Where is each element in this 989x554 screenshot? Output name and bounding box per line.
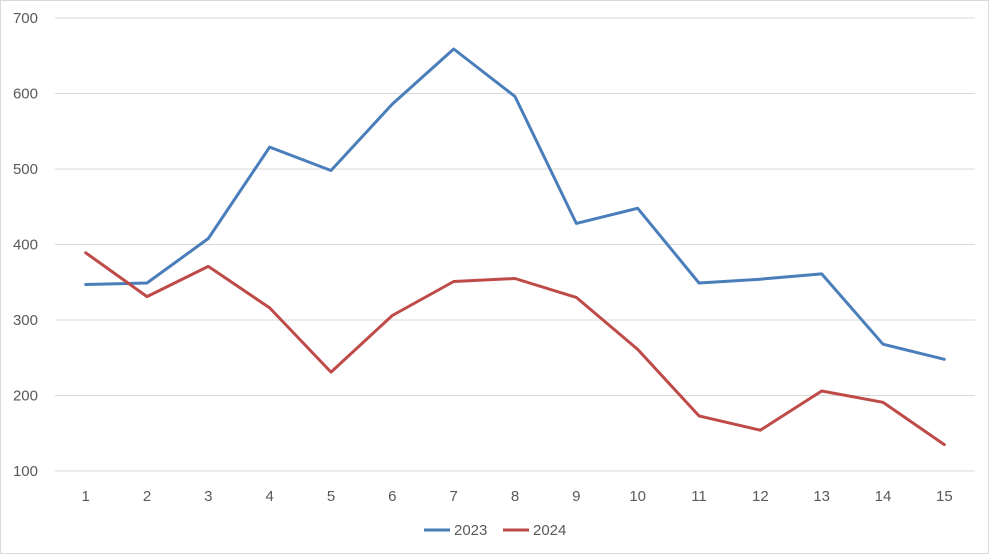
- y-tick-label: 500: [13, 161, 38, 178]
- data-point-2023-13: [820, 272, 823, 276]
- data-point-2023-5: [329, 169, 333, 172]
- y-tick-label: 200: [13, 388, 38, 405]
- legend: 2023 2024: [424, 522, 566, 539]
- data-point-2023-6: [391, 102, 394, 106]
- x-tick-label: 14: [875, 488, 892, 505]
- data-point-2024-5: [329, 370, 333, 374]
- y-tick-label: 400: [13, 237, 38, 254]
- x-tick-label: 1: [81, 488, 89, 505]
- data-point-2024-8: [513, 277, 517, 280]
- y-tick-label: 300: [13, 312, 38, 329]
- data-point-2024-6: [391, 314, 394, 317]
- data-point-2024-2: [145, 295, 149, 298]
- data-point-2023-4: [268, 145, 271, 149]
- legend-label: 2023: [454, 522, 487, 539]
- legend-item-2024: 2024: [503, 522, 566, 539]
- x-tick-label: 2: [143, 488, 151, 505]
- data-point-2024-7: [452, 280, 455, 283]
- data-point-2023-8: [513, 95, 517, 98]
- data-point-2024-15: [943, 443, 946, 446]
- x-tick-label: 11: [691, 488, 707, 505]
- x-axis-tick-labels: 1 2 3 4 5 6 7 8 9 10 11 12 13 14 15: [81, 488, 952, 505]
- data-point-2024-9: [575, 296, 578, 299]
- y-tick-label: 600: [13, 86, 38, 103]
- x-tick-label: 6: [388, 488, 396, 505]
- data-point-2023-1: [84, 283, 87, 286]
- x-tick-label: 4: [265, 488, 273, 505]
- x-tick-label: 10: [629, 488, 646, 505]
- y-tick-label: 100: [13, 463, 38, 480]
- x-tick-label: 3: [204, 488, 212, 505]
- x-tick-label: 15: [936, 488, 953, 505]
- y-tick-label: 700: [13, 10, 38, 27]
- data-point-2023-7: [452, 47, 455, 51]
- series-lines: [84, 47, 946, 447]
- gridlines: [55, 17, 975, 472]
- data-point-2023-3: [207, 237, 210, 240]
- data-point-2024-4: [268, 306, 271, 310]
- data-point-2024-10: [636, 348, 639, 351]
- x-tick-label: 13: [813, 488, 830, 505]
- data-point-2024-11: [697, 414, 701, 418]
- data-point-2024-1: [84, 251, 87, 255]
- data-point-2023-10: [636, 207, 639, 210]
- x-tick-label: 9: [572, 488, 580, 505]
- x-tick-label: 7: [449, 488, 457, 505]
- data-point-2024-3: [207, 265, 210, 268]
- data-point-2024-12: [759, 429, 762, 432]
- legend-item-2023: 2023: [424, 522, 487, 539]
- data-point-2023-11: [697, 281, 701, 285]
- series-line-2024: [84, 251, 946, 447]
- legend-label: 2024: [533, 522, 566, 539]
- data-point-2023-12: [759, 278, 762, 281]
- data-point-2023-9: [575, 222, 578, 225]
- data-point-2023-15: [943, 358, 946, 361]
- y-axis-tick-labels: 100 200 300 400 500 600 700: [13, 10, 38, 480]
- x-tick-label: 8: [511, 488, 519, 505]
- data-point-2024-14: [881, 401, 885, 404]
- data-point-2024-13: [820, 389, 823, 393]
- data-point-2023-14: [881, 342, 885, 346]
- data-point-2023-2: [145, 281, 149, 285]
- x-tick-label: 5: [327, 488, 335, 505]
- x-tick-label: 12: [752, 488, 769, 505]
